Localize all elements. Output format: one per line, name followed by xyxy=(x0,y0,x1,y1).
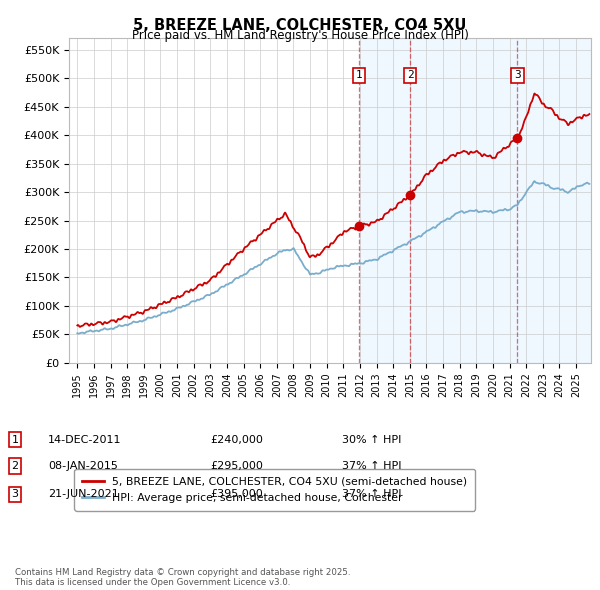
Text: 2: 2 xyxy=(407,70,413,80)
Text: £240,000: £240,000 xyxy=(210,435,263,444)
Text: 5, BREEZE LANE, COLCHESTER, CO4 5XU: 5, BREEZE LANE, COLCHESTER, CO4 5XU xyxy=(133,18,467,32)
Text: Price paid vs. HM Land Registry's House Price Index (HPI): Price paid vs. HM Land Registry's House … xyxy=(131,30,469,42)
Text: 3: 3 xyxy=(514,70,521,80)
Legend: 5, BREEZE LANE, COLCHESTER, CO4 5XU (semi-detached house), HPI: Average price, s: 5, BREEZE LANE, COLCHESTER, CO4 5XU (sem… xyxy=(74,469,475,510)
Text: 1: 1 xyxy=(356,70,362,80)
Text: 2: 2 xyxy=(11,461,19,471)
Bar xyxy=(410,38,517,363)
Text: 30% ↑ HPI: 30% ↑ HPI xyxy=(342,435,401,444)
Text: £395,000: £395,000 xyxy=(210,490,263,499)
Text: £295,000: £295,000 xyxy=(210,461,263,471)
Text: 37% ↑ HPI: 37% ↑ HPI xyxy=(342,490,401,499)
Bar xyxy=(359,38,410,363)
Text: Contains HM Land Registry data © Crown copyright and database right 2025.
This d: Contains HM Land Registry data © Crown c… xyxy=(15,568,350,587)
Text: 37% ↑ HPI: 37% ↑ HPI xyxy=(342,461,401,471)
Text: 21-JUN-2021: 21-JUN-2021 xyxy=(48,490,119,499)
Text: 08-JAN-2015: 08-JAN-2015 xyxy=(48,461,118,471)
Text: 14-DEC-2011: 14-DEC-2011 xyxy=(48,435,121,444)
Text: 1: 1 xyxy=(11,435,19,444)
Bar xyxy=(517,38,600,363)
Text: 3: 3 xyxy=(11,490,19,499)
